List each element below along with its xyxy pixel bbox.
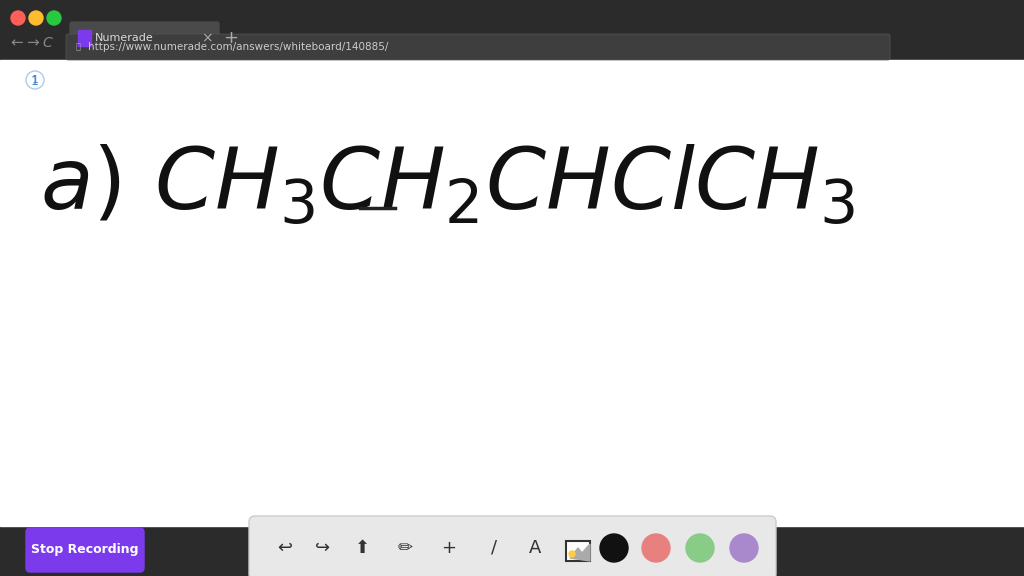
Bar (0, 60, 1024, 526)
Text: ×: × (201, 31, 213, 45)
Circle shape (730, 534, 758, 562)
Text: 1: 1 (32, 75, 39, 85)
Text: 1: 1 (31, 75, 39, 88)
Circle shape (569, 551, 575, 557)
Circle shape (47, 11, 61, 25)
FancyBboxPatch shape (26, 528, 144, 572)
Circle shape (686, 534, 714, 562)
Text: ⬆: ⬆ (354, 539, 370, 557)
Text: +: + (223, 29, 239, 47)
Text: $a)\ CH_3CH_2CHClCH_3$: $a)\ CH_3CH_2CHClCH_3$ (40, 144, 855, 228)
Text: Stop Recording: Stop Recording (32, 544, 138, 556)
Text: +: + (441, 539, 457, 557)
Text: →: → (26, 35, 39, 50)
Text: ✏: ✏ (397, 539, 413, 557)
FancyBboxPatch shape (249, 516, 776, 576)
Polygon shape (570, 544, 590, 561)
Text: A: A (528, 539, 542, 557)
FancyBboxPatch shape (66, 34, 890, 60)
Circle shape (26, 71, 44, 89)
Circle shape (29, 11, 43, 25)
FancyBboxPatch shape (70, 22, 219, 58)
Text: ↪: ↪ (315, 539, 331, 557)
Bar (78, 30, 91, 46)
Bar (0, 0, 1024, 60)
Text: ←: ← (10, 35, 23, 50)
Text: Numerade: Numerade (95, 33, 154, 43)
Text: https://www.numerade.com/answers/whiteboard/140885/: https://www.numerade.com/answers/whitebo… (88, 42, 388, 52)
Circle shape (642, 534, 670, 562)
Text: /: / (490, 539, 497, 557)
Bar (566, 541, 590, 561)
Text: ↩: ↩ (278, 539, 293, 557)
Text: 🔒: 🔒 (76, 43, 81, 51)
Circle shape (11, 11, 25, 25)
Circle shape (600, 534, 628, 562)
Text: C: C (42, 36, 52, 50)
